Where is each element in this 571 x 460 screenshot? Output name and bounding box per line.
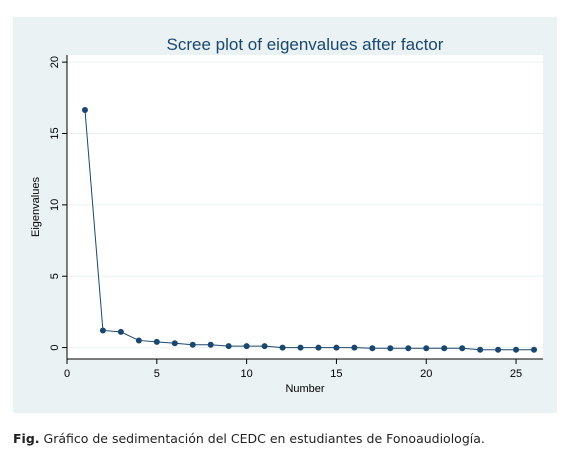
data-point (279, 344, 286, 351)
x-axis-label: Number (285, 383, 324, 395)
data-point (513, 346, 520, 353)
data-point (333, 344, 340, 351)
data-point (423, 345, 430, 352)
scree-plot-chart: 0 5 10 15 20 25 0 5 10 15 20 Scree plot of eigenv… (30, 35, 543, 395)
data-point (81, 106, 88, 113)
data-point (207, 341, 214, 348)
plot-area (67, 55, 543, 359)
data-point (243, 343, 250, 350)
y-tick-label: 0 (49, 345, 61, 351)
x-tick-label: 5 (154, 368, 160, 380)
y-axis-ticks: 0 5 10 15 20 (49, 56, 67, 351)
data-point (261, 343, 268, 350)
chart-title: Scree plot of eigenvalues after factor (167, 35, 444, 54)
x-tick-label: 20 (420, 368, 432, 380)
data-point (369, 345, 376, 352)
x-tick-label: 0 (64, 368, 70, 380)
data-point (225, 343, 232, 350)
data-point (315, 344, 322, 351)
data-point (351, 344, 358, 351)
figure-caption: Fig. Gráfico de sedimentación del CEDC e… (13, 431, 558, 446)
x-tick-label: 10 (240, 368, 252, 380)
data-point (387, 345, 394, 352)
data-point (153, 338, 160, 345)
axes (66, 55, 543, 360)
data-point (189, 341, 196, 348)
data-point (135, 337, 142, 344)
y-tick-label: 10 (49, 199, 61, 211)
y-tick-label: 20 (49, 56, 61, 68)
data-point (531, 346, 538, 353)
data-point (117, 328, 124, 335)
y-tick-label: 5 (49, 273, 61, 279)
y-tick-label: 15 (49, 127, 61, 139)
caption-label: Fig. (13, 431, 40, 446)
series-eigenvalues (81, 106, 538, 353)
data-point (171, 340, 178, 347)
y-axis-label: Eigenvalues (30, 177, 42, 237)
x-tick-label: 25 (510, 368, 522, 380)
x-axis-ticks: 0 5 10 15 20 25 (64, 359, 522, 380)
data-point (441, 345, 448, 352)
chart-figure: 0 5 10 15 20 25 0 5 10 15 20 Scree plot of eigenv… (13, 17, 557, 413)
data-point (297, 344, 304, 351)
caption-text: Gráfico de sedimentación del CEDC en est… (39, 431, 485, 446)
data-point (405, 345, 412, 352)
data-point (99, 327, 106, 334)
data-point (459, 345, 466, 352)
data-point (477, 346, 484, 353)
x-tick-label: 15 (330, 368, 342, 380)
data-point (495, 346, 502, 353)
